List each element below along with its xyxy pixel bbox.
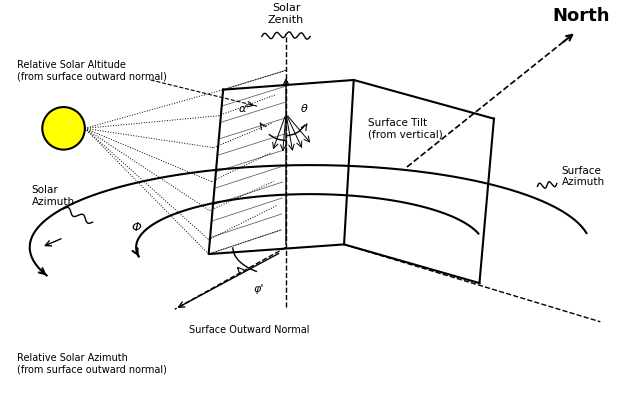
Text: Solar
Azimuth: Solar Azimuth xyxy=(32,185,75,207)
Text: α': α' xyxy=(239,104,249,114)
Circle shape xyxy=(42,107,85,150)
Text: Surface Tilt
(from vertical): Surface Tilt (from vertical) xyxy=(368,118,443,139)
Text: φ': φ' xyxy=(254,284,264,294)
Text: Surface
Azimuth: Surface Azimuth xyxy=(562,166,605,188)
Text: Surface Outward Normal: Surface Outward Normal xyxy=(190,325,310,335)
Text: Φ: Φ xyxy=(131,222,141,235)
Text: Relative Solar Azimuth
(from surface outward normal): Relative Solar Azimuth (from surface out… xyxy=(17,353,167,374)
Text: Relative Solar Altitude
(from surface outward normal): Relative Solar Altitude (from surface ou… xyxy=(17,60,167,81)
Text: θ: θ xyxy=(301,104,307,114)
Text: Solar
Zenith: Solar Zenith xyxy=(268,3,304,25)
Text: North: North xyxy=(552,7,610,25)
